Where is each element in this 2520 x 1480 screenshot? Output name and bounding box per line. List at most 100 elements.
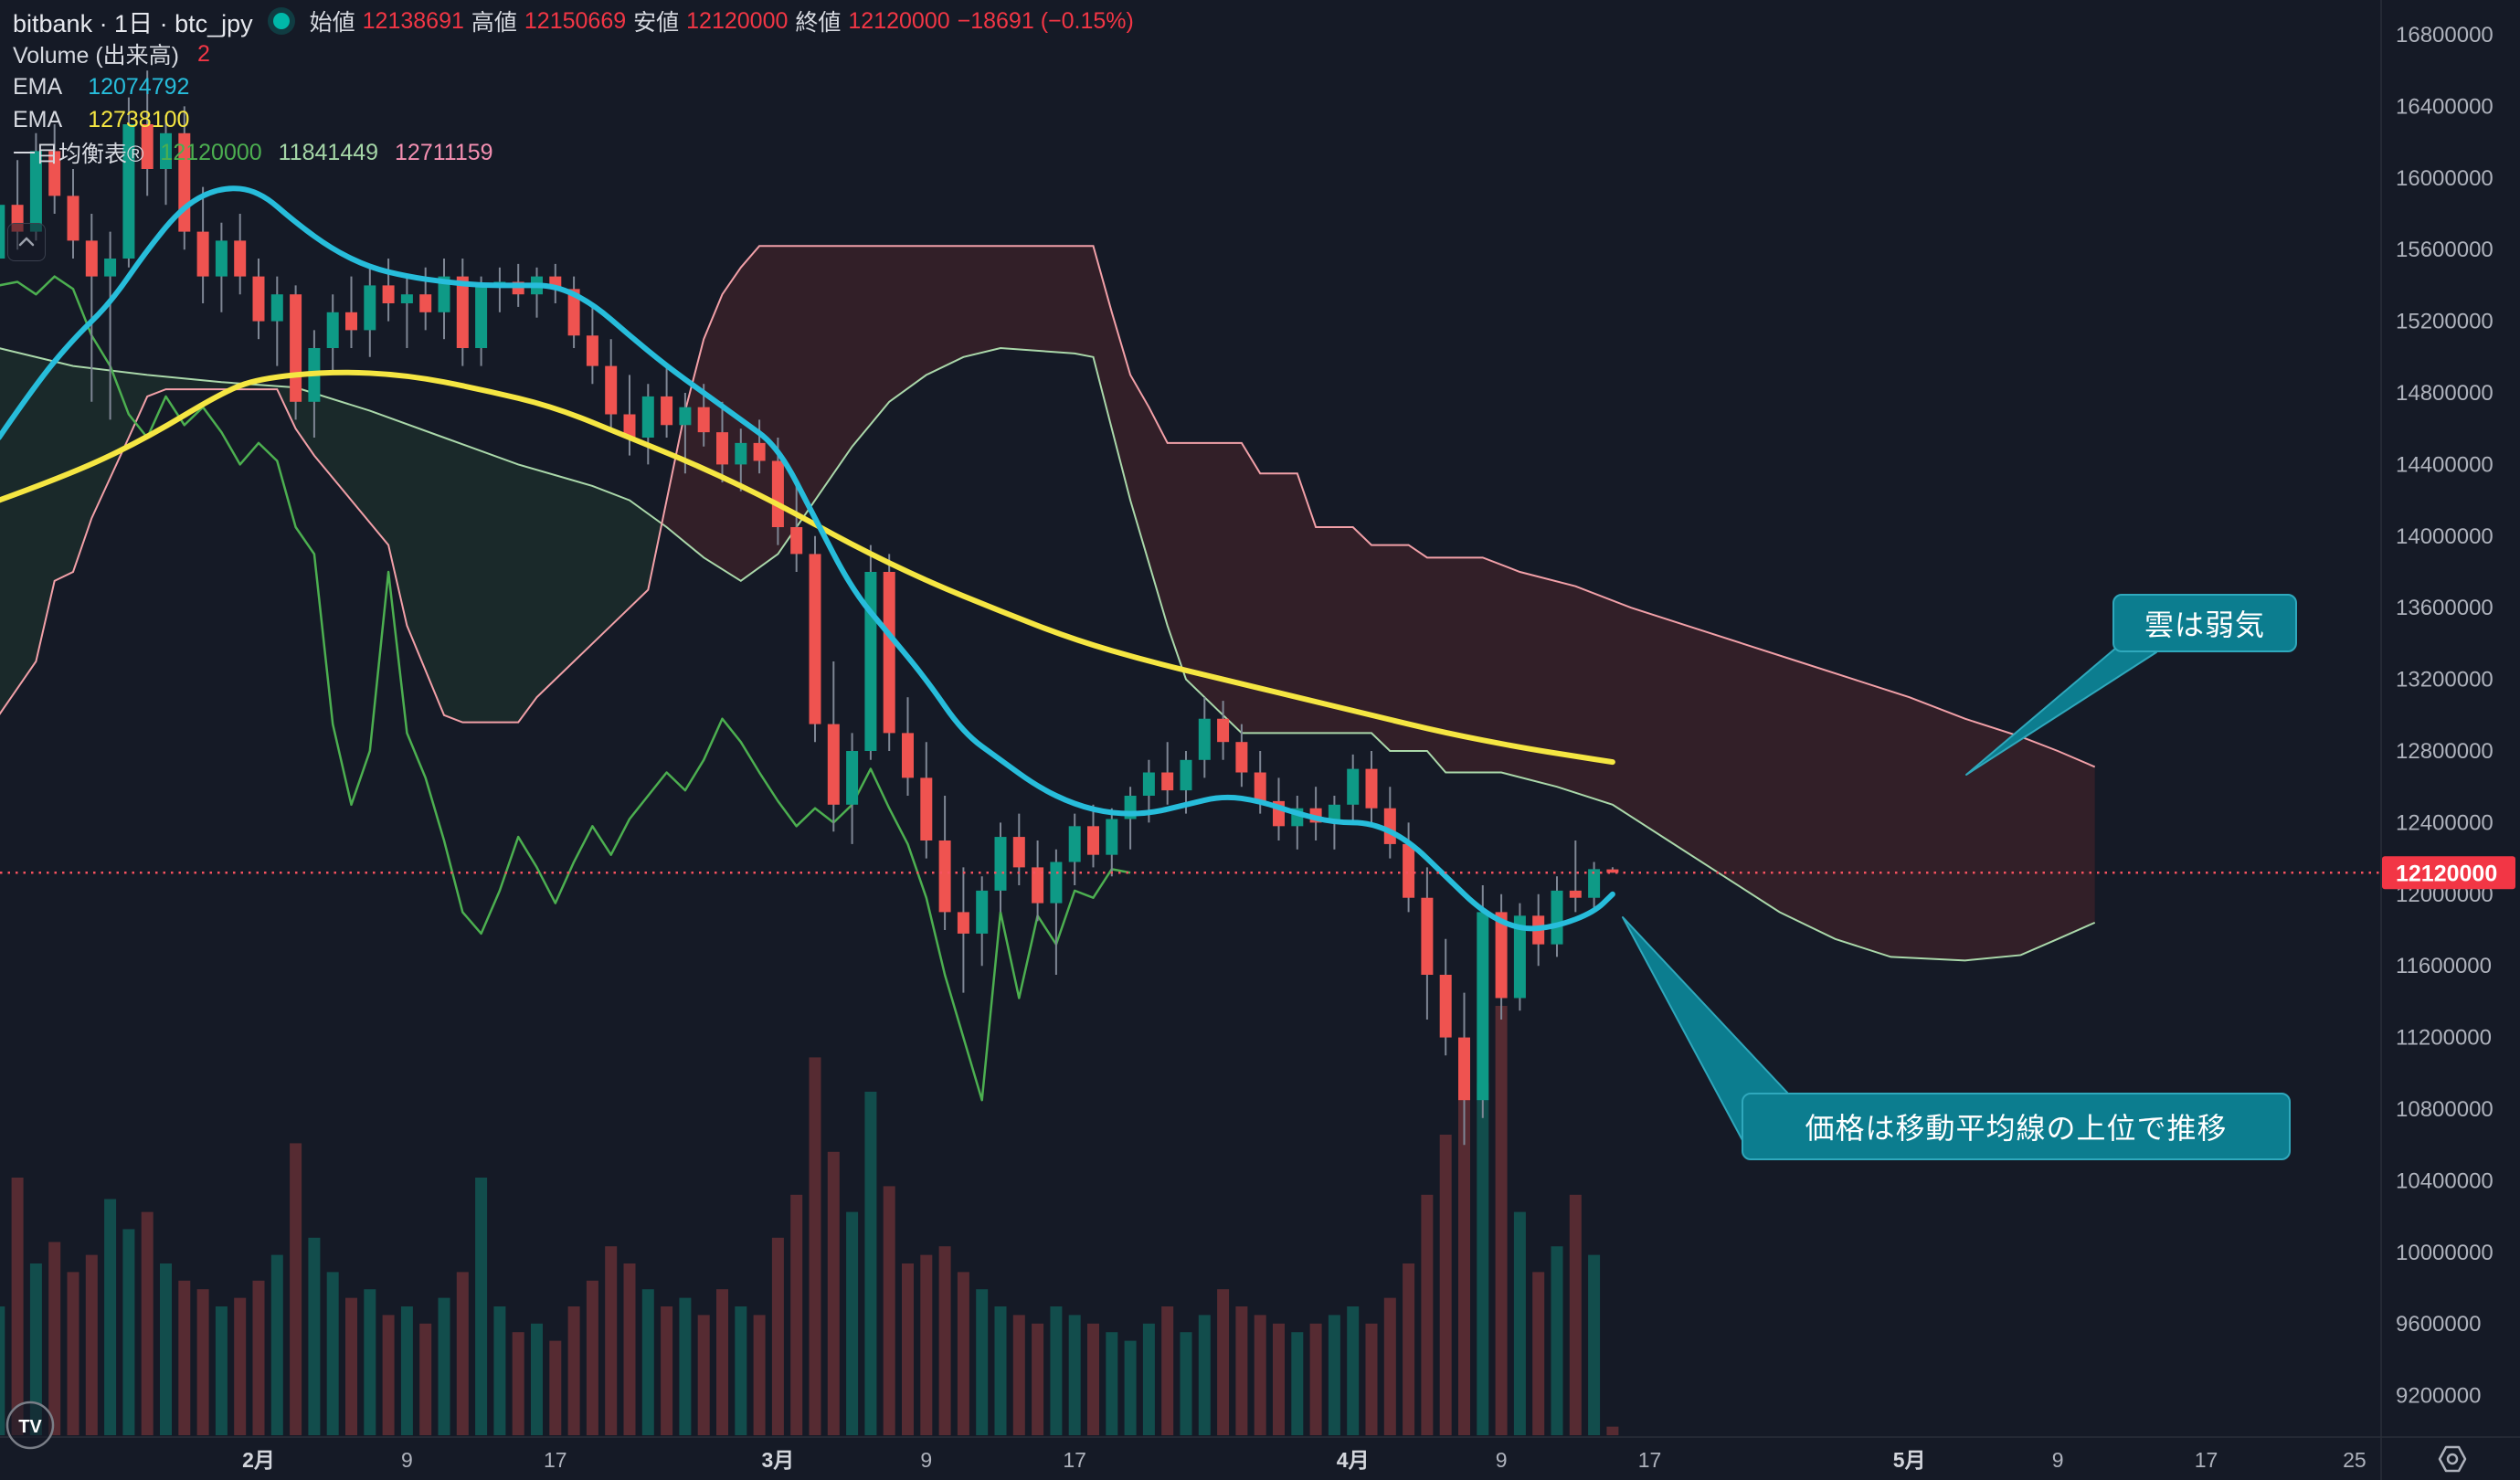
candle-body (809, 554, 821, 724)
candle-body (1347, 768, 1360, 805)
volume-bar (1106, 1332, 1118, 1435)
candle-body (29, 151, 42, 232)
candle-body (1458, 1037, 1470, 1101)
time-tick-label: 5月 (1893, 1448, 1926, 1472)
candle-body (1365, 768, 1378, 809)
ema-fast-line (0, 185, 1615, 932)
volume-bar (1161, 1306, 1174, 1435)
volume-bar (902, 1263, 914, 1435)
candle-body (215, 240, 228, 277)
candle-body (1403, 843, 1415, 898)
volume-bar (641, 1289, 654, 1435)
volume-bar (290, 1143, 302, 1435)
volume-bar (976, 1289, 989, 1435)
volume-bar (1495, 1006, 1508, 1435)
volume-bar (827, 1151, 840, 1435)
candle-body (697, 407, 710, 433)
volume-bar (160, 1263, 172, 1435)
candle-body (1513, 915, 1526, 999)
volume-bar (809, 1057, 821, 1435)
volume-bar (104, 1199, 117, 1435)
volume-bar (364, 1289, 376, 1435)
volume-bar (196, 1289, 209, 1435)
volume-bar (1050, 1306, 1063, 1435)
price-tick-label: 9600000 (2396, 1312, 2481, 1337)
volume-bar (1309, 1323, 1322, 1435)
plot-area[interactable] (0, 70, 2096, 1435)
time-tick-label: 17 (1638, 1448, 1662, 1472)
volume-bar (920, 1254, 933, 1435)
time-axis[interactable]: 2月 9 17 3月 9 17 4月 9 17 5月 9 17 25 (242, 1448, 2366, 1472)
volume-bar (11, 1178, 24, 1435)
price-tick-label: 15200000 (2396, 310, 2494, 334)
candle-body (790, 527, 803, 555)
candle-body (1142, 772, 1155, 796)
volume-bar (141, 1211, 154, 1435)
volume-bar (1383, 1297, 1396, 1435)
annotation-price-above-ma[interactable]: 価格は移動平均線の上位で推移 (1742, 1093, 2291, 1160)
candle-body (1032, 867, 1044, 904)
volume-bar (0, 1306, 5, 1435)
candle-body (1217, 718, 1230, 743)
volume-bar (1328, 1315, 1340, 1435)
volume-bar (1124, 1340, 1137, 1435)
candle-body (270, 294, 283, 322)
candle-body (0, 205, 5, 259)
candle-body (400, 294, 413, 303)
volume-bar (753, 1315, 766, 1435)
candle-body (1495, 912, 1508, 999)
volume-bar (1606, 1426, 1619, 1435)
volume-bar (178, 1280, 191, 1435)
senkou-span-b-line (0, 245, 2096, 768)
time-tick-label: 25 (2343, 1448, 2366, 1472)
last-price-tag-value: 12120000 (2396, 861, 2497, 886)
candle-body (957, 912, 969, 934)
candle-body (1087, 826, 1099, 855)
time-tick-label: 4月 (1337, 1448, 1370, 1472)
time-tick-label: 9 (2052, 1448, 2064, 1472)
candle-body (1161, 772, 1174, 791)
volume-bar (1142, 1323, 1155, 1435)
volume-bar (85, 1254, 98, 1435)
price-tick-label: 11200000 (2396, 1026, 2492, 1051)
candle-body (846, 751, 859, 805)
time-tick-label: 17 (544, 1448, 567, 1472)
volume-bar (938, 1246, 951, 1435)
candle-body (716, 432, 728, 465)
legend-collapse-button[interactable] (7, 223, 46, 261)
volume-bar (1458, 1057, 1470, 1435)
volume-bar (456, 1272, 469, 1435)
time-tick-label: 2月 (242, 1448, 275, 1472)
candle-body (122, 124, 135, 259)
volume-bar (493, 1306, 506, 1435)
volume-bar (1477, 1083, 1489, 1435)
time-tick-label: 17 (2195, 1448, 2218, 1472)
volume-bar (1180, 1332, 1192, 1435)
volume-bar (864, 1092, 877, 1435)
volume-bar (308, 1237, 321, 1435)
candle-body (196, 231, 209, 277)
price-tick-label: 9200000 (2396, 1384, 2481, 1409)
price-axis[interactable]: 16800000 16400000 16000000 15600000 15200000… (2382, 23, 2515, 1409)
volume-bar (790, 1194, 803, 1435)
volume-bar (697, 1315, 710, 1435)
time-tick-label: 9 (1496, 1448, 1508, 1472)
candle-body (1198, 718, 1211, 760)
price-scale-settings-icon[interactable] (2438, 1445, 2467, 1473)
volume-bar (1347, 1306, 1360, 1435)
volume-bar (419, 1323, 432, 1435)
volume-bar (475, 1178, 488, 1435)
volume-bar (252, 1280, 265, 1435)
last-price-tag[interactable] (2382, 856, 2515, 890)
volume-bar (1403, 1263, 1415, 1435)
price-tick-label: 16400000 (2396, 94, 2494, 119)
candle-body (178, 132, 191, 232)
candle-body (1588, 869, 1601, 898)
volume-bar (1032, 1323, 1044, 1435)
tradingview-logo[interactable]: TV (5, 1400, 56, 1451)
candle-body (475, 285, 488, 348)
candle-body (1421, 897, 1434, 975)
volume-bar (1588, 1254, 1601, 1435)
annotation-cloud-bearish[interactable]: 雲は弱気 (2112, 594, 2297, 652)
